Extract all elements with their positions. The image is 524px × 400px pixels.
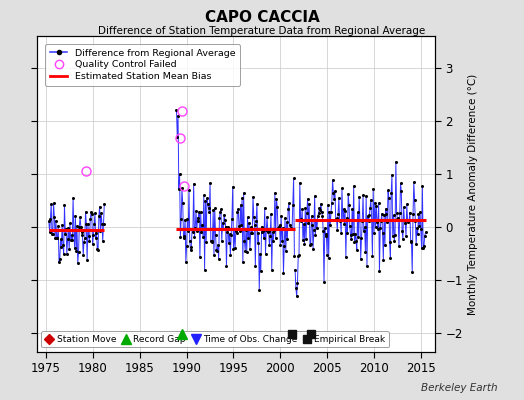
Y-axis label: Monthly Temperature Anomaly Difference (°C): Monthly Temperature Anomaly Difference (… <box>468 73 478 315</box>
Legend: Station Move, Record Gap, Time of Obs. Change, Empirical Break: Station Move, Record Gap, Time of Obs. C… <box>41 331 389 348</box>
Text: Difference of Station Temperature Data from Regional Average: Difference of Station Temperature Data f… <box>99 26 425 36</box>
Text: CAPO CACCIA: CAPO CACCIA <box>205 10 319 25</box>
Text: Berkeley Earth: Berkeley Earth <box>421 383 498 393</box>
